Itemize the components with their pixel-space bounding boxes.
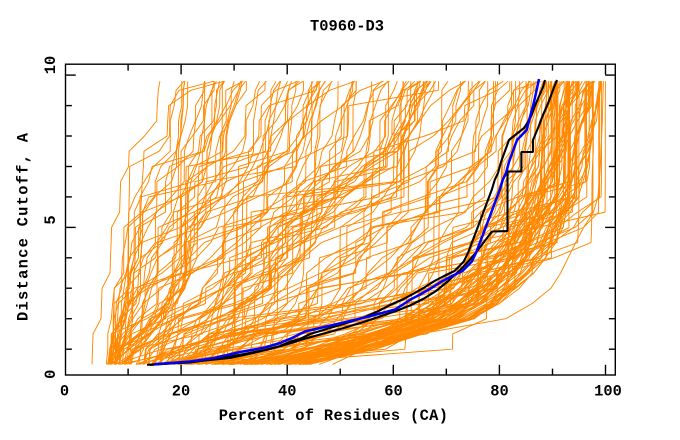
- svg-text:10: 10: [42, 56, 60, 74]
- svg-text:80: 80: [490, 382, 508, 400]
- svg-text:T0960-D3: T0960-D3: [310, 18, 384, 36]
- svg-text:Distance Cutoff, A: Distance Cutoff, A: [15, 132, 33, 321]
- svg-text:60: 60: [384, 382, 402, 400]
- svg-text:Percent of Residues (CA): Percent of Residues (CA): [219, 407, 449, 425]
- svg-text:0: 0: [42, 370, 60, 379]
- svg-text:40: 40: [278, 382, 296, 400]
- svg-text:0: 0: [60, 382, 69, 400]
- svg-text:100: 100: [594, 382, 622, 400]
- svg-text:20: 20: [172, 382, 190, 400]
- svg-text:5: 5: [42, 215, 60, 224]
